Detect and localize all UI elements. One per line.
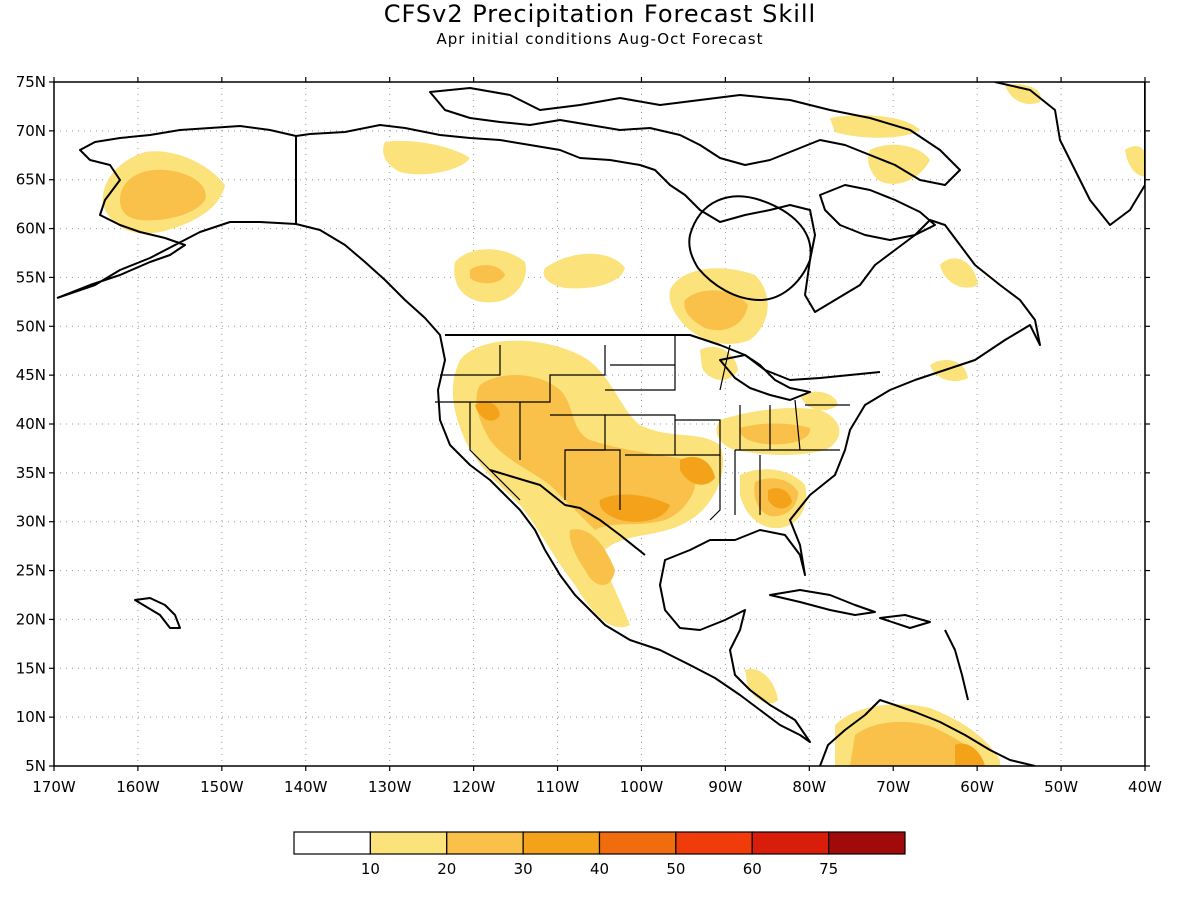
lat-tick-label: 55N [16,268,46,286]
skill-region-hudson-south-inner [684,290,748,331]
colorbar-label: 40 [590,860,609,878]
colorbar-label: 30 [514,860,533,878]
gridlines [54,82,1145,766]
skill-region-baffin [830,115,920,138]
lat-tick-label: 60N [16,220,46,238]
lon-tick-label: 100W [620,778,664,796]
skill-region-tx-30 [599,494,670,522]
lat-tick-label: 5N [25,757,46,775]
skill-region-baffin-2 [868,144,930,184]
lat-tick-label: 30N [16,513,46,531]
greenland [994,82,1145,226]
skill-region-ar-30 [680,456,715,485]
skill-region-canada-central [543,253,625,289]
arctic-islands [429,87,961,186]
lat-tick-label: 45N [16,366,46,384]
map-title: CFSv2 Precipitation Forecast Skill [383,0,817,28]
cuba [769,589,876,616]
skill-region-greenland [1005,84,1041,105]
lon-tick-label: 50W [1044,778,1078,796]
skill-region-labrador [940,258,978,288]
skill-region-canada-west-inner [470,265,505,284]
colorbar-swatch [293,831,371,855]
lon-tick-label: 170W [32,778,76,796]
skill-region-alaska-inner [120,169,206,221]
skill-region-southeast-30 [768,488,792,509]
colorbar-label: 50 [666,860,685,878]
colorbar-swatch [522,831,601,855]
baffin-island [819,184,936,241]
us-mexico-border [489,469,646,556]
lon-tick-label: 130W [368,778,412,796]
colorbar-label: 10 [361,860,380,878]
skill-region-south-america-30 [955,743,985,766]
skill-region-ohio-valley-20 [739,423,811,445]
lat-tick-label: 40N [16,415,46,433]
longitude-axis: 170W 160W 150W 140W 130W 120W 110W 100W 90W 80W 70… [32,77,1162,796]
skill-region-east-edge [1125,146,1145,177]
lat-tick-label: 70N [16,122,46,140]
great-lakes [719,354,811,401]
skill-region-arctic-canada [383,140,470,175]
colorbar-swatch [369,831,448,855]
skill-region-central-america [745,669,778,704]
lat-tick-label: 10N [16,708,46,726]
lon-tick-label: 80W [792,778,826,796]
lat-tick-label: 35N [16,464,46,482]
colorbar-label: 60 [743,860,762,878]
lat-tick-label: 25N [16,562,46,580]
lon-tick-label: 110W [536,778,580,796]
lon-tick-label: 60W [960,778,994,796]
hawaii [134,597,181,629]
south-america-coast [819,699,1036,766]
skill-region-mexico [569,529,615,585]
colorbar-swatch [828,831,906,855]
lon-tick-label: 120W [452,778,496,796]
lon-tick-label: 70W [876,778,910,796]
lat-tick-label: 15N [16,659,46,677]
lon-tick-label: 90W [708,778,742,796]
skill-region-west-us-20 [476,374,696,530]
colorbar: 10 20 30 40 50 60 75 [293,831,906,878]
colorbar-swatch [446,831,524,855]
colorbar-swatch [675,831,753,855]
skill-region-south-america-20 [850,721,985,766]
lat-tick-label: 50N [16,317,46,335]
hispaniola [879,614,931,629]
hudson-bay [688,195,812,301]
colorbar-swatch [598,831,677,855]
lat-tick-label: 75N [16,73,46,91]
latitude-axis: 75N 70N 65N 60N 55N 50N 45N 40N 35N 30N 25N 20N 15N 1… [16,73,1150,775]
lon-tick-label: 150W [200,778,244,796]
lat-tick-label: 20N [16,610,46,628]
antilles [944,629,969,701]
lon-tick-label: 160W [116,778,160,796]
lon-tick-label: 40W [1128,778,1162,796]
lon-tick-label: 140W [284,778,328,796]
colorbar-label: 20 [437,860,456,878]
skill-region-nv-30 [475,401,500,421]
map-subtitle: Apr initial conditions Aug-Oct Forecast [436,30,764,48]
coastlines [56,82,1145,766]
colorbar-label: 75 [819,860,838,878]
colorbar-swatch [751,831,830,855]
lat-tick-label: 65N [16,171,46,189]
state-boundaries [435,335,850,521]
